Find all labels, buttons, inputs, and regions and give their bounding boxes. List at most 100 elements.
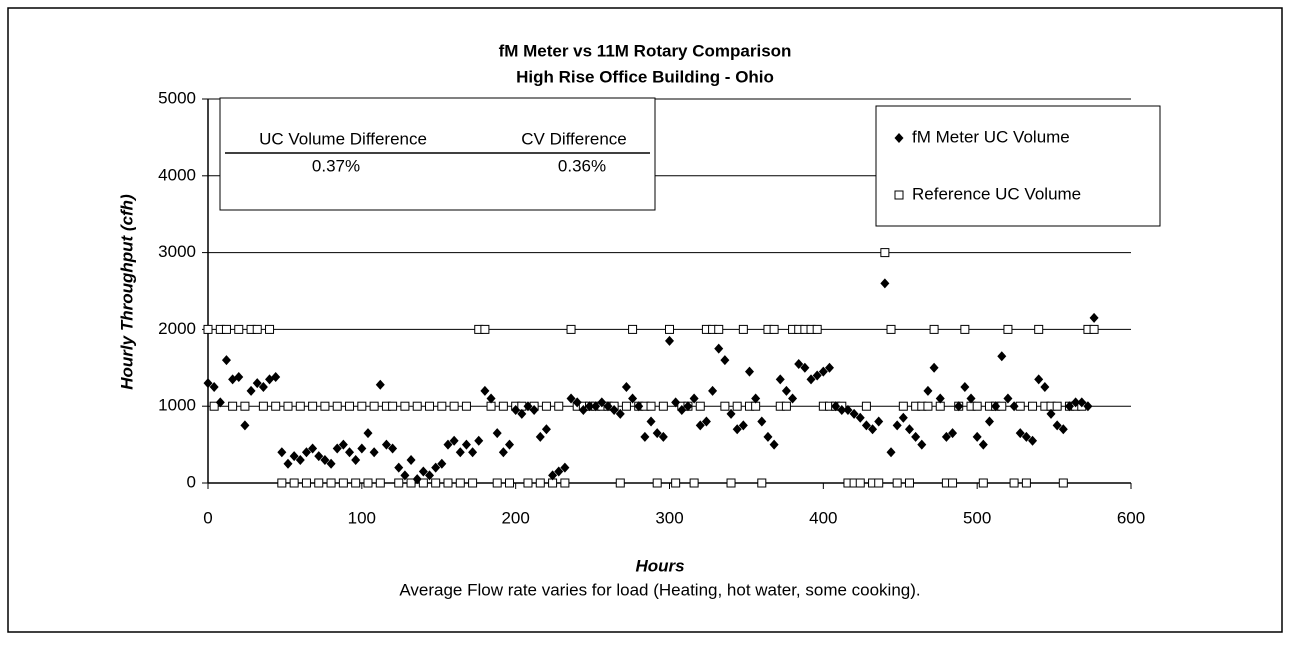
square-marker xyxy=(812,324,822,334)
square-marker xyxy=(929,324,939,334)
square-marker xyxy=(289,478,299,488)
diamond-marker xyxy=(215,397,225,408)
diamond-marker xyxy=(505,439,515,450)
diamond-marker xyxy=(868,424,878,435)
diamond-marker xyxy=(277,447,287,458)
square-marker xyxy=(406,478,416,488)
square-marker xyxy=(671,478,681,488)
diamond-marker xyxy=(898,412,908,423)
diamond-marker xyxy=(406,454,416,465)
x-axis-label: Hours xyxy=(635,556,684,575)
diamond-marker xyxy=(252,378,262,389)
diamond-marker xyxy=(400,470,410,481)
square-marker xyxy=(960,324,970,334)
legend-label: fM Meter UC Volume xyxy=(912,127,1070,146)
diamond-marker xyxy=(535,431,545,442)
diamond-marker xyxy=(283,458,293,469)
diamond-marker xyxy=(548,470,558,481)
diamond-marker xyxy=(560,462,570,473)
diamond-marker xyxy=(701,416,711,427)
diamond-marker xyxy=(591,401,601,412)
square-marker xyxy=(221,324,231,334)
table-header: CV Difference xyxy=(521,129,627,148)
y-axis-label: Hourly Throughput (cfh) xyxy=(117,194,136,390)
square-marker xyxy=(369,401,379,411)
square-marker xyxy=(203,324,213,334)
diamond-marker xyxy=(621,382,631,392)
square-marker xyxy=(689,478,699,488)
x-tick-label: 0 xyxy=(203,508,212,527)
square-marker xyxy=(240,401,250,411)
square-marker xyxy=(972,401,982,411)
diamond-marker xyxy=(800,362,810,373)
square-marker xyxy=(357,401,367,411)
diamond-marker xyxy=(935,393,945,404)
square-marker xyxy=(855,478,865,488)
square-marker xyxy=(443,478,453,488)
square-marker xyxy=(345,401,355,411)
square-marker xyxy=(1028,401,1038,411)
square-marker xyxy=(615,478,625,488)
diamond-marker xyxy=(511,405,521,416)
y-tick-label: 3000 xyxy=(158,242,196,261)
diamond-marker xyxy=(332,443,342,454)
square-marker xyxy=(1052,401,1062,411)
diamond-marker xyxy=(837,405,847,416)
diamond-marker xyxy=(818,366,828,377)
diamond-marker xyxy=(517,408,527,419)
square-marker xyxy=(301,478,311,488)
diamond-marker xyxy=(1052,420,1062,431)
diamond-marker xyxy=(1009,401,1019,412)
square-marker xyxy=(861,401,871,411)
diamond-marker xyxy=(425,470,435,481)
square-marker xyxy=(541,401,551,411)
diamond-marker xyxy=(529,405,539,416)
square-marker xyxy=(498,401,508,411)
diamond-marker xyxy=(929,362,939,373)
diamond-marker xyxy=(954,401,964,412)
diamond-marker xyxy=(431,462,441,473)
diamond-marker xyxy=(289,451,299,462)
diamond-marker xyxy=(880,278,890,289)
x-tick-label: 200 xyxy=(501,508,529,527)
square-marker xyxy=(621,401,631,411)
square-marker xyxy=(904,478,914,488)
chart-subtitle: High Rise Office Building - Ohio xyxy=(516,67,774,86)
diamond-marker xyxy=(671,397,681,408)
square-marker xyxy=(894,190,904,200)
square-marker xyxy=(523,478,533,488)
diamond-marker xyxy=(720,355,730,366)
diamond-marker xyxy=(498,447,508,458)
diamond-marker xyxy=(849,408,859,419)
diamond-marker xyxy=(1046,408,1056,419)
diamond-marker xyxy=(640,431,650,442)
diamond-marker xyxy=(523,401,533,412)
square-marker xyxy=(898,401,908,411)
diamond-marker xyxy=(861,420,871,431)
square-marker xyxy=(560,478,570,488)
diamond-marker xyxy=(258,382,268,392)
diamond-marker xyxy=(923,385,933,396)
square-marker xyxy=(449,401,459,411)
diamond-marker xyxy=(609,405,619,416)
square-marker xyxy=(277,478,287,488)
diamond-marker xyxy=(1064,401,1074,412)
square-marker xyxy=(234,324,244,334)
diamond-marker xyxy=(363,428,373,439)
square-marker xyxy=(948,478,958,488)
square-marker xyxy=(720,401,730,411)
table-cell: 0.36% xyxy=(558,156,606,175)
diamond-marker xyxy=(554,466,564,477)
diamond-marker xyxy=(991,401,1001,412)
diamond-marker xyxy=(732,424,742,435)
diamond-marker xyxy=(843,405,853,416)
diamond-marker xyxy=(677,405,687,416)
square-marker xyxy=(628,324,638,334)
diamond-marker xyxy=(874,416,884,427)
square-marker xyxy=(437,401,447,411)
diamond-marker xyxy=(326,458,336,469)
diamond-marker xyxy=(894,133,904,143)
diamond-marker xyxy=(628,393,638,404)
square-marker xyxy=(455,478,465,488)
square-marker xyxy=(338,478,348,488)
